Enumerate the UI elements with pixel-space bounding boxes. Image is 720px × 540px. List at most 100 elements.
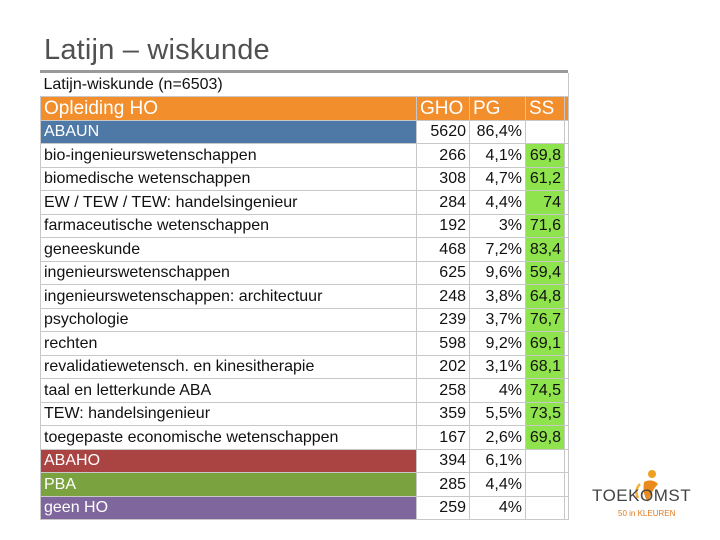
row-name: EW / TEW / TEW: handelsingenieur <box>40 190 417 215</box>
row-pg: 3,1% <box>469 354 526 379</box>
row-extra <box>563 119 570 144</box>
row-extra <box>563 495 570 520</box>
row-pg: 3,8% <box>469 284 526 309</box>
row-name: ABAHO <box>40 448 417 473</box>
header-name: Opleiding HO <box>40 96 417 121</box>
table-row: taal en letterkunde ABA 258 4% 74,5 <box>40 378 570 403</box>
table-row: toegepaste economische wetenschappen 167 2… <box>40 425 570 450</box>
slide-title: Latijn – wiskunde <box>44 34 270 66</box>
row-extra <box>563 190 570 215</box>
row-extra <box>563 448 570 473</box>
row-pg: 9,6% <box>469 260 526 285</box>
row-ss <box>525 448 565 473</box>
row-name: geen HO <box>40 495 417 520</box>
row-pg: 3,7% <box>469 307 526 332</box>
row-gho: 248 <box>416 284 470 309</box>
row-gho: 284 <box>416 190 470 215</box>
row-name: revalidatiewetensch. en kinesitherapie <box>40 354 417 379</box>
row-name: ABAUN <box>40 119 417 144</box>
row-extra <box>563 401 570 426</box>
row-extra <box>563 237 570 262</box>
row-name: farmaceutische wetenschappen <box>40 213 417 238</box>
row-gho: 5620 <box>416 119 470 144</box>
row-extra <box>563 472 570 497</box>
row-name: PBA <box>40 472 417 497</box>
row-gho: 468 <box>416 237 470 262</box>
row-pg: 6,1% <box>469 448 526 473</box>
table-row: bio-ingenieurswetenschappen 266 4,1% 69,8 <box>40 143 570 168</box>
row-ss: 61,2 <box>525 166 565 191</box>
table-row: farmaceutische wetenschappen 192 3% 71,6 <box>40 213 570 238</box>
row-name: biomedische wetenschappen <box>40 166 417 191</box>
row-ss: 68,1 <box>525 354 565 379</box>
row-pg: 4,1% <box>469 143 526 168</box>
row-ss: 83,4 <box>525 237 565 262</box>
row-ss: 59,4 <box>525 260 565 285</box>
row-gho: 167 <box>416 425 470 450</box>
table-row: ABAHO 394 6,1% <box>40 448 570 473</box>
table-row: geneeskunde 468 7,2% 83,4 <box>40 237 570 262</box>
table-row: revalidatiewetensch. en kinesitherapie 20… <box>40 354 570 379</box>
row-ss: 74 <box>525 190 565 215</box>
row-gho: 266 <box>416 143 470 168</box>
row-name: TEW: handelsingenieur <box>40 401 417 426</box>
row-gho: 285 <box>416 472 470 497</box>
row-gho: 394 <box>416 448 470 473</box>
table-caption-row: Latijn-wiskunde (n=6503) <box>40 73 570 97</box>
row-ss: 71,6 <box>525 213 565 238</box>
row-ss: 73,5 <box>525 401 565 426</box>
header-pg: PG <box>469 96 526 121</box>
row-name: bio-ingenieurswetenschappen <box>40 143 417 168</box>
header-ss: SS <box>525 96 565 121</box>
row-pg: 4,4% <box>469 472 526 497</box>
table-row: rechten 598 9,2% 69,1 <box>40 331 570 356</box>
table-caption: Latijn-wiskunde (n=6503) <box>40 73 570 97</box>
table-header-row: Opleiding HO GHO PG SS <box>40 96 570 121</box>
row-extra <box>563 143 570 168</box>
row-extra <box>563 260 570 285</box>
table-row: biomedische wetenschappen 308 4,7% 61,2 <box>40 166 570 191</box>
results-table: Latijn-wiskunde (n=6503) Opleiding HO GH… <box>40 73 570 520</box>
row-gho: 259 <box>416 495 470 520</box>
row-pg: 7,2% <box>469 237 526 262</box>
row-gho: 308 <box>416 166 470 191</box>
row-name: psychologie <box>40 307 417 332</box>
row-pg: 2,6% <box>469 425 526 450</box>
row-name: ingenieurswetenschappen <box>40 260 417 285</box>
row-name: rechten <box>40 331 417 356</box>
row-ss: 76,7 <box>525 307 565 332</box>
row-gho: 258 <box>416 378 470 403</box>
row-ss <box>525 472 565 497</box>
row-gho: 598 <box>416 331 470 356</box>
toekomst-logo: TOEKOMST 50 in KLEUREN <box>592 468 702 528</box>
table-row: psychologie 239 3,7% 76,7 <box>40 307 570 332</box>
row-gho: 202 <box>416 354 470 379</box>
row-extra <box>563 166 570 191</box>
logo-subtext: 50 in KLEUREN <box>618 509 676 518</box>
table-row: geen HO 259 4% <box>40 495 570 520</box>
row-gho: 625 <box>416 260 470 285</box>
table-row: ingenieurswetenschappen 625 9,6% 59,4 <box>40 260 570 285</box>
row-gho: 239 <box>416 307 470 332</box>
row-ss <box>525 119 565 144</box>
table-row: TEW: handelsingenieur 359 5,5% 73,5 <box>40 401 570 426</box>
row-extra <box>563 307 570 332</box>
table-row: EW / TEW / TEW: handelsingenieur 284 4,4% 7… <box>40 190 570 215</box>
row-ss: 64,8 <box>525 284 565 309</box>
row-extra <box>563 213 570 238</box>
row-pg: 9,2% <box>469 331 526 356</box>
row-pg: 3% <box>469 213 526 238</box>
row-extra <box>563 425 570 450</box>
row-ss: 74,5 <box>525 378 565 403</box>
row-pg: 86,4% <box>469 119 526 144</box>
row-ss <box>525 495 565 520</box>
header-gho: GHO <box>416 96 470 121</box>
row-name: taal en letterkunde ABA <box>40 378 417 403</box>
row-ss: 69,8 <box>525 425 565 450</box>
row-name: toegepaste economische wetenschappen <box>40 425 417 450</box>
row-name: ingenieurswetenschappen: architectuur <box>40 284 417 309</box>
title-divider <box>40 70 568 73</box>
row-extra <box>563 378 570 403</box>
logo-figure-icon <box>635 470 658 502</box>
table-row: ABAUN 5620 86,4% <box>40 119 570 144</box>
